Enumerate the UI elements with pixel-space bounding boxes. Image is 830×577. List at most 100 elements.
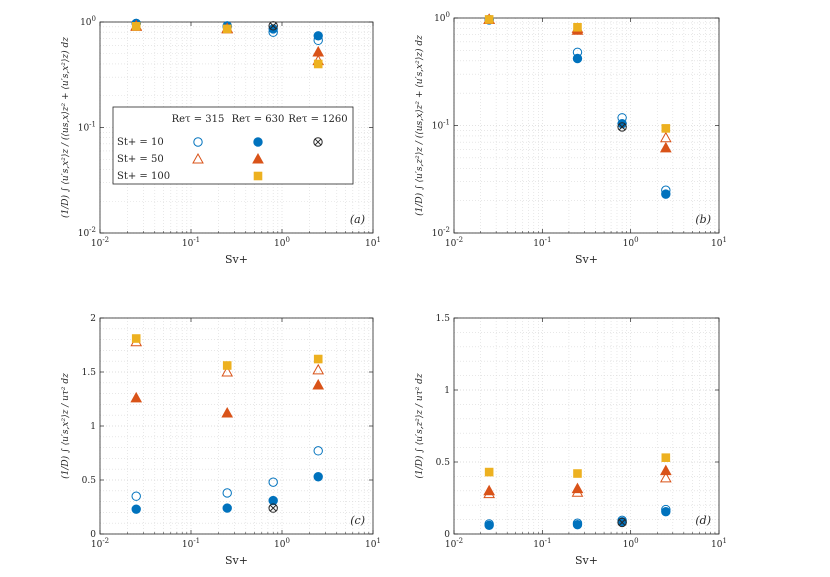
- data-point: [659, 464, 672, 476]
- data-point: [659, 141, 672, 153]
- data-point: [313, 446, 323, 456]
- grid: [99, 317, 374, 535]
- x-tick-label: 10-1: [533, 537, 551, 550]
- legend-marker: [252, 152, 264, 164]
- data-point-cross2: [618, 123, 626, 131]
- y-tick-label: 1.5: [436, 314, 451, 324]
- data-points: [483, 453, 672, 531]
- data-point: [617, 118, 627, 129]
- x-axis-label: Sv+: [575, 253, 598, 266]
- legend-row-label: St+ = 100: [117, 171, 170, 182]
- panel-c: 10-2 10-1 100 101 0 0.5 1 1.5 2 Sv+ (1/D) ∫ ⟨u′s,x…: [60, 314, 381, 567]
- data-point-cross2: [618, 519, 626, 526]
- y-axis-label: (1/D) ∫ ⟨u′s,z²⟩z / uτ² dz: [414, 373, 425, 479]
- data-point: [312, 45, 325, 57]
- data-point: [313, 354, 323, 364]
- x-tick-label: 100: [623, 236, 639, 249]
- data-point: [268, 503, 278, 513]
- legend-col-header: Reτ = 630: [232, 114, 285, 125]
- y-tick-label: 1.5: [82, 368, 97, 378]
- data-point: [483, 484, 496, 496]
- x-tick-label: 10-2: [91, 537, 109, 550]
- data-point: [221, 407, 234, 418]
- x-tick-label: 100: [623, 537, 639, 550]
- data-point: [659, 131, 672, 143]
- data-point: [659, 471, 672, 483]
- legend-marker: [193, 137, 203, 147]
- y-tick-label: 0.5: [436, 458, 451, 468]
- data-point: [221, 365, 234, 377]
- data-point: [222, 488, 232, 498]
- legend: Reτ = 315 Reτ = 630 Reτ = 1260 St+ = 10 St+ …: [112, 106, 354, 185]
- legend-col-header: Reτ = 315: [172, 114, 225, 125]
- legend-marker-ring: [313, 137, 323, 147]
- data-point: [572, 519, 583, 530]
- axes-box: [453, 317, 720, 535]
- data-point: [312, 363, 325, 375]
- y-axis-label: (1/D) ∫ ⟨u′s,x²⟩z / uτ² dz: [60, 373, 71, 479]
- y-tick-label: 10-2: [78, 226, 96, 239]
- legend-marker: [192, 152, 204, 164]
- data-point: [222, 361, 232, 370]
- x-tick-label: 10-2: [445, 537, 463, 550]
- y-tick-label: 1: [444, 386, 450, 396]
- x-tick-label: 10-2: [445, 236, 463, 249]
- data-point: [131, 22, 141, 31]
- data-point: [661, 124, 671, 133]
- data-point: [661, 506, 671, 517]
- data-point: [268, 477, 278, 487]
- data-points: [130, 18, 325, 69]
- x-axis-label: Sv+: [225, 253, 248, 266]
- plot-area: [454, 318, 719, 534]
- panel-label: (d): [695, 514, 711, 527]
- data-point: [571, 482, 584, 494]
- panel-label: (a): [350, 213, 365, 226]
- x-tick-label: 10-1: [182, 537, 200, 550]
- x-tick-label: 101: [365, 537, 381, 550]
- plot-area: [100, 318, 373, 534]
- data-point: [313, 472, 323, 482]
- data-point: [484, 520, 494, 531]
- data-point: [313, 31, 323, 41]
- data-point: [268, 24, 278, 34]
- data-point: [572, 53, 583, 64]
- x-tick-label: 101: [711, 236, 727, 249]
- data-point-ring: [268, 503, 278, 513]
- data-point: [268, 495, 278, 506]
- data-point-ring: [617, 517, 627, 528]
- x-tick-label: 101: [711, 537, 727, 550]
- legend-row-label: St+ = 50: [117, 154, 164, 165]
- x-axis-label: Sv+: [575, 554, 598, 567]
- legend-marker: [253, 171, 263, 181]
- legend-marker-cross2: [314, 138, 322, 146]
- data-point-ring: [617, 122, 627, 132]
- grid: [453, 317, 720, 535]
- y-axis-label: (1/D) ∫ ⟨u′s,z²⟩z / (⟨us,x⟩z² + ⟨u′s,x²⟩…: [414, 35, 425, 216]
- panel-b: 10-2 10-1 100 101 10-2 10-1 100 Sv+ (1/D) ∫ ⟨u′s…: [414, 11, 727, 266]
- data-point: [131, 334, 141, 343]
- x-tick-label: 10-1: [182, 236, 200, 249]
- y-tick-label: 10-1: [78, 121, 96, 134]
- y-axis-label: (1/D) ∫ ⟨u′s,x²⟩z / (⟨us,x⟩z² + ⟨u′s,x²⟩…: [60, 37, 71, 218]
- grid: [453, 17, 720, 234]
- x-tick-label: 10-2: [91, 236, 109, 249]
- y-tick-label: 2: [90, 314, 96, 324]
- data-point: [617, 517, 627, 528]
- data-point: [617, 122, 627, 132]
- legend-marker: [313, 137, 323, 147]
- data-point-cross2: [269, 22, 277, 30]
- data-point: [130, 391, 143, 403]
- y-tick-label: 10-2: [432, 226, 450, 239]
- data-point: [484, 15, 494, 24]
- data-point: [661, 453, 671, 462]
- legend-col-header: Reτ = 1260: [288, 114, 347, 125]
- y-tick-label: 0: [444, 530, 450, 540]
- x-tick-label: 101: [365, 236, 381, 249]
- data-points: [483, 13, 672, 199]
- data-point: [222, 503, 232, 513]
- legend-marker: [253, 137, 263, 147]
- data-point: [484, 467, 494, 477]
- data-point: [661, 189, 671, 199]
- data-point: [573, 469, 582, 478]
